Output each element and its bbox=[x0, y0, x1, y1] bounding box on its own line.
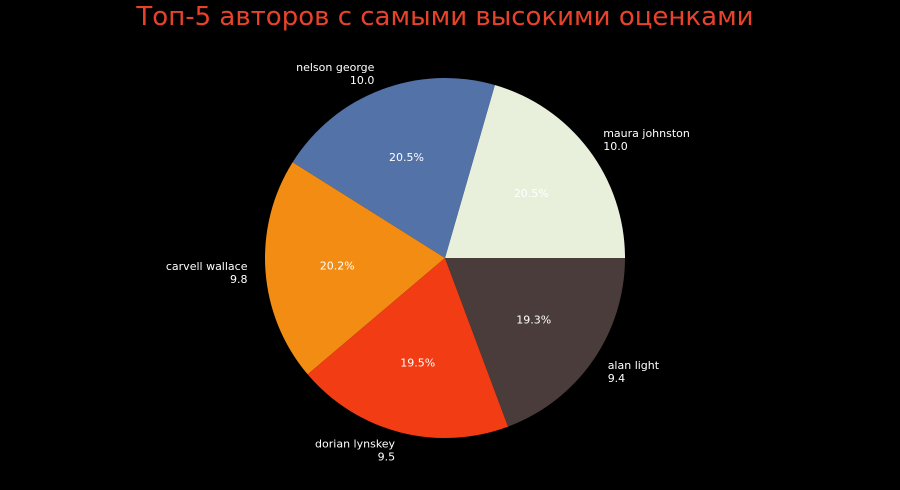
slice-value-label-nelson-george: 10.0 bbox=[350, 74, 375, 87]
percent-label-alan-light: 19.3% bbox=[516, 314, 551, 327]
chart-title: Топ-5 авторов с самыми высокими оценками bbox=[136, 2, 754, 32]
percent-label-carvell-wallace: 20.2% bbox=[320, 260, 355, 273]
pie-slice-carvell-wallace bbox=[265, 162, 445, 375]
pie-slice-nelson-george bbox=[292, 78, 495, 259]
percent-label-dorian-lynskey: 19.5% bbox=[400, 357, 435, 370]
slice-name-label-maura-johnston: maura johnston bbox=[603, 127, 690, 140]
slice-name-label-nelson-george: nelson george bbox=[296, 61, 375, 74]
percent-label-maura-johnston: 20.5% bbox=[514, 187, 549, 200]
slice-value-label-maura-johnston: 10.0 bbox=[603, 140, 628, 153]
percent-label-nelson-george: 20.5% bbox=[389, 151, 424, 164]
pie-slice-dorian-lynskey bbox=[307, 258, 509, 438]
pie-slice-maura-johnston bbox=[445, 85, 625, 259]
slice-name-label-dorian-lynskey: dorian lynskey bbox=[315, 438, 396, 451]
pie-slice-alan-light bbox=[445, 258, 625, 427]
slice-value-label-alan-light: 9.4 bbox=[608, 372, 626, 385]
slice-name-label-carvell-wallace: carvell wallace bbox=[166, 260, 248, 273]
slice-value-label-dorian-lynskey: 9.5 bbox=[378, 451, 396, 464]
slice-name-label-alan-light: alan light bbox=[608, 359, 660, 372]
slice-value-label-carvell-wallace: 9.8 bbox=[230, 273, 248, 286]
